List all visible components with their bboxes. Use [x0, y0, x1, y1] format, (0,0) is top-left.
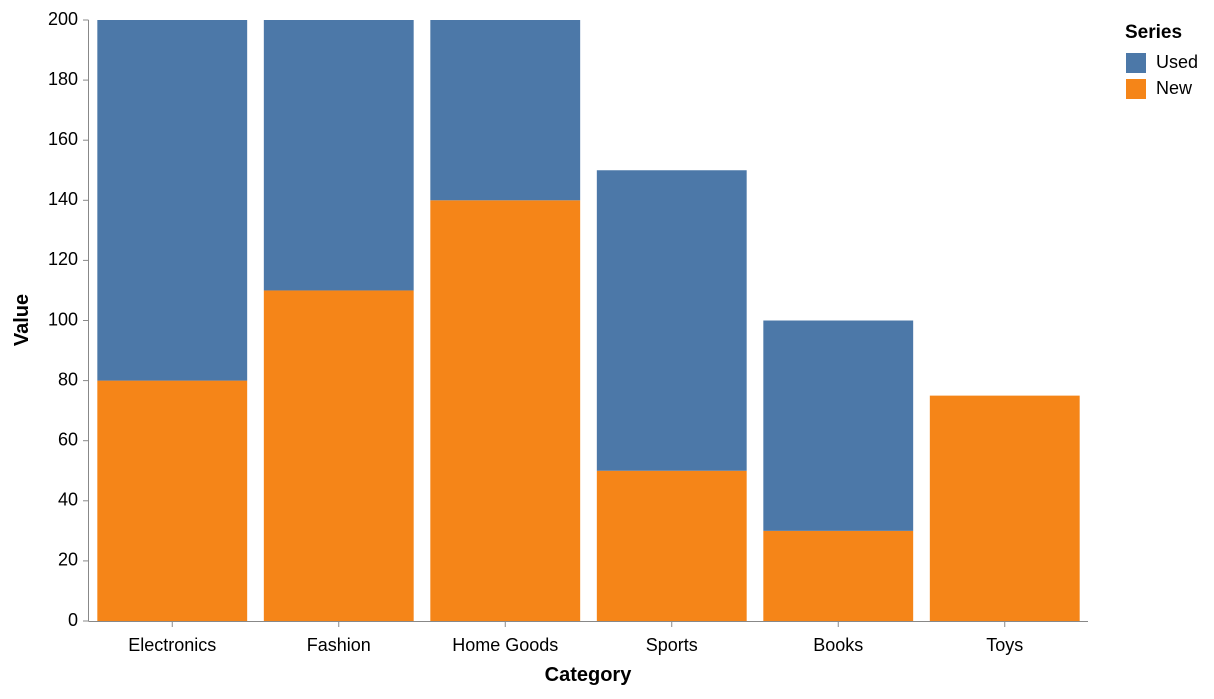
y-tick-label: 60 [58, 429, 78, 449]
y-tick-label: 140 [48, 189, 78, 209]
x-tick-label: Electronics [128, 635, 216, 655]
legend-title: Series [1125, 22, 1182, 43]
bar-new-electronics [97, 380, 248, 621]
bar-used-electronics [97, 20, 248, 381]
legend-swatch-used [1126, 53, 1146, 73]
y-tick-label: 0 [68, 610, 78, 630]
y-tick-label: 20 [58, 550, 78, 570]
y-tick-label: 200 [48, 9, 78, 29]
bar-used-books [763, 320, 914, 531]
x-tick-label: Home Goods [452, 635, 558, 655]
bar-used-sports [596, 170, 747, 471]
bar-new-books [763, 530, 914, 621]
bar-used-fashion [263, 20, 414, 291]
x-tick-label: Sports [646, 635, 698, 655]
legend-label-new: New [1156, 78, 1193, 98]
y-axis: 0 20 40 60 80 100 120 140 160 180 200 [48, 9, 89, 630]
y-tick-label: 80 [58, 369, 78, 389]
legend-swatch-new [1126, 79, 1146, 99]
bar-new-toys [929, 395, 1080, 621]
bar-new-home-goods [430, 200, 581, 622]
legend-label-used: Used [1156, 52, 1198, 72]
y-tick-label: 160 [48, 129, 78, 149]
x-axis-title: Category [545, 664, 633, 686]
y-tick-label: 40 [58, 490, 78, 510]
x-tick-label: Fashion [307, 635, 371, 655]
bar-used-home-goods [430, 20, 581, 201]
bar-new-sports [596, 470, 747, 621]
y-tick-label: 180 [48, 69, 78, 89]
y-tick-label: 100 [48, 309, 78, 329]
bars-layer [97, 20, 1080, 622]
bar-new-fashion [263, 290, 414, 621]
x-tick-label: Books [813, 635, 863, 655]
y-axis-title: Value [11, 294, 33, 346]
y-tick-label: 120 [48, 249, 78, 269]
x-tick-label: Toys [986, 635, 1023, 655]
legend: Series Used New [1125, 22, 1198, 99]
x-axis: Electronics Fashion Home Goods Sports Books T… [88, 621, 1088, 655]
